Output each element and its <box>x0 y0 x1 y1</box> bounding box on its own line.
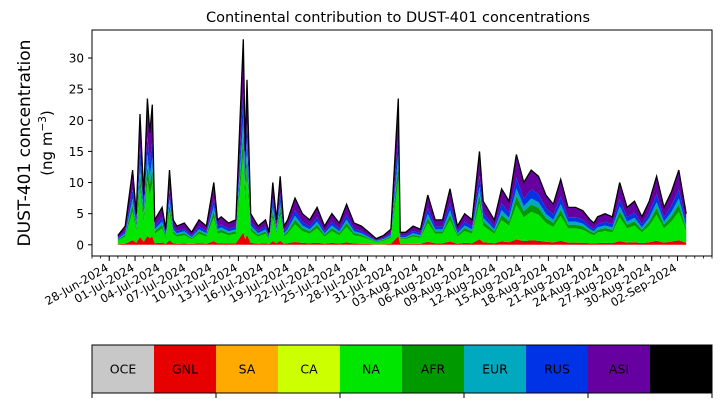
legend-swatch-gnl <box>154 345 217 393</box>
total-line <box>117 39 687 240</box>
y-tick-label: 0 <box>76 238 84 252</box>
y-tick-label: 30 <box>69 52 84 66</box>
legend-label-aus: AUS <box>668 362 694 377</box>
legend-label-eur: EUR <box>482 362 508 377</box>
legend-label-rus: RUS <box>544 362 570 377</box>
legend-swatch-asi <box>588 345 651 393</box>
legend-swatch-aus <box>650 345 713 393</box>
area-series-gnl <box>117 232 687 245</box>
legend-swatch-afr <box>402 345 465 393</box>
area-series-asi <box>117 39 687 241</box>
legend-swatch-eur <box>464 345 527 393</box>
y-axis-unit-suffix: ) <box>38 110 56 116</box>
legend-label-afr: AFR <box>421 362 446 377</box>
legend-label-oce: OCE <box>110 362 137 377</box>
legend-label-sa: SA <box>239 362 256 377</box>
y-tick-label: 10 <box>69 176 84 190</box>
y-axis-label-line1: DUST-401 concentration <box>15 40 35 247</box>
legend: OCE GNL SA CA NA AFR EUR RUS ASI AUS <box>91 344 713 398</box>
y-axis-unit-prefix: (ng m <box>38 132 56 176</box>
legend-swatch-rus <box>526 345 589 393</box>
legend-label-ca: CA <box>300 362 318 377</box>
legend-label-gnl: GNL <box>172 362 198 377</box>
legend-label-asi: ASI <box>609 362 629 377</box>
legend-label-na: NA <box>362 362 380 377</box>
y-axis-unit-exponent: −3 <box>37 116 49 131</box>
y-tick-label: 25 <box>69 83 84 97</box>
legend-swatch-na <box>340 345 403 393</box>
y-tick-label: 20 <box>69 114 84 128</box>
plot-area <box>117 39 687 245</box>
y-tick-label: 5 <box>76 207 84 221</box>
y-tick-label: 15 <box>69 145 84 159</box>
legend-swatch-oce <box>92 345 155 393</box>
legend-swatch-sa <box>216 345 279 393</box>
legend-frame <box>91 344 713 394</box>
chart-title: Continental contribution to DUST-401 con… <box>206 10 590 26</box>
area-series-na <box>117 154 687 245</box>
legend-swatch-ca <box>278 345 341 393</box>
y-axis-label: DUST-401 concentration (ng m−3) <box>15 40 56 247</box>
y-axis-label-unit: (ng m−3) <box>37 110 56 176</box>
